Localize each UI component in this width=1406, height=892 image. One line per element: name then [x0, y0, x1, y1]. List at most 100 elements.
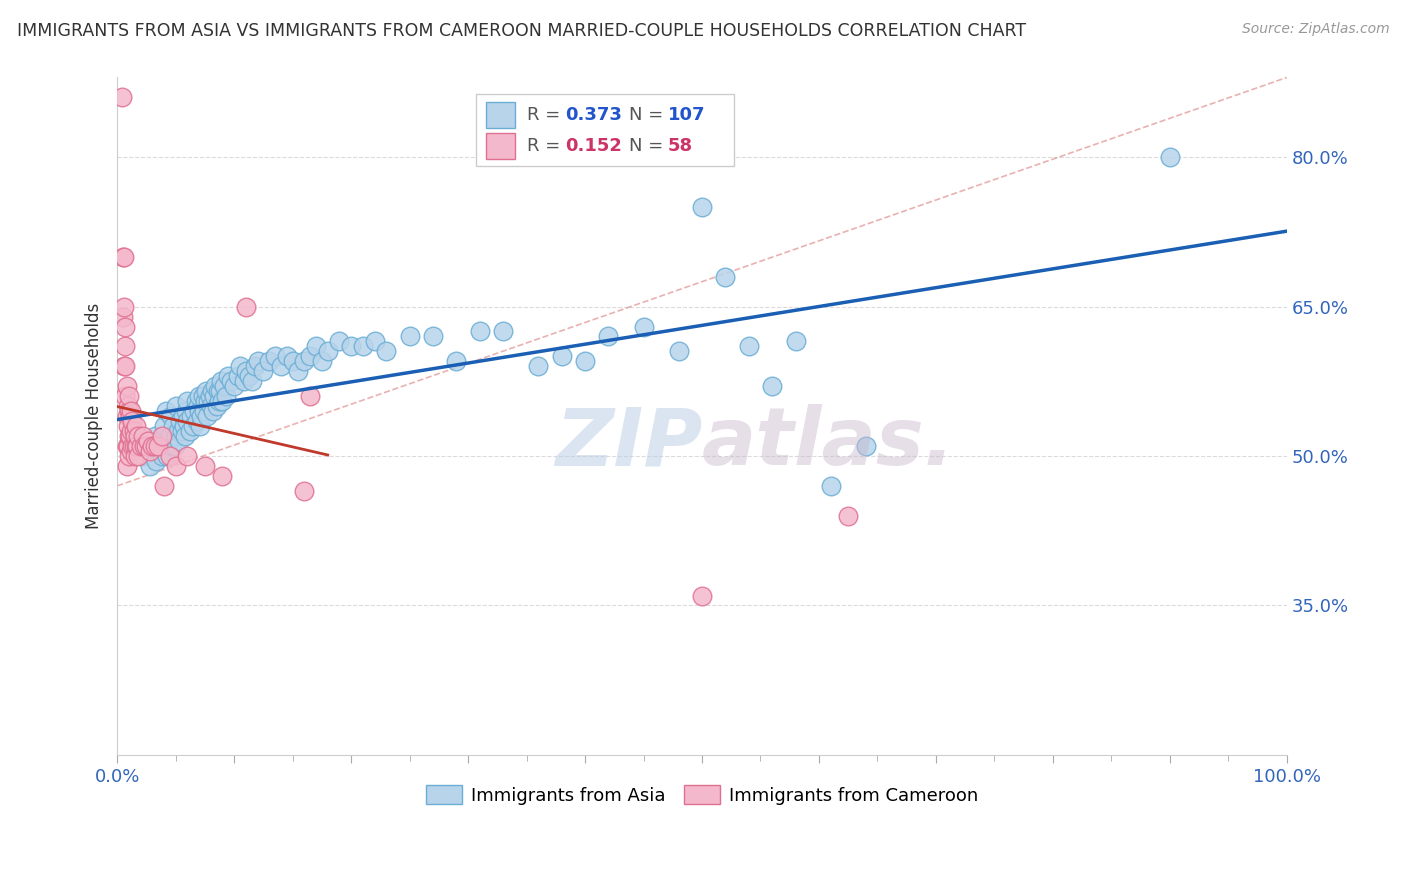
Point [264, 350, 287, 364]
Point [446, 354, 468, 368]
Point [270, 359, 292, 374]
Point [169, 414, 191, 428]
Point [292, 354, 315, 368]
Point [114, 359, 136, 374]
Point [492, 325, 515, 339]
Point [820, 479, 842, 493]
Point [205, 399, 228, 413]
Point [598, 329, 620, 343]
Point [240, 374, 263, 388]
Point [176, 449, 198, 463]
Point [115, 439, 138, 453]
Point [132, 449, 155, 463]
Point [160, 439, 183, 453]
Point [117, 419, 139, 434]
Point [215, 389, 238, 403]
Point [143, 429, 166, 443]
Point [150, 429, 173, 443]
Point [179, 424, 201, 438]
Point [198, 389, 221, 403]
Point [188, 404, 211, 418]
Point [125, 419, 148, 434]
Point [257, 354, 280, 368]
Point [156, 449, 179, 463]
Point [145, 454, 167, 468]
Point [135, 439, 157, 453]
Point [352, 339, 374, 353]
Point [211, 469, 233, 483]
Point [115, 458, 138, 473]
Point [714, 269, 737, 284]
Text: R =: R = [527, 136, 565, 155]
Point [115, 409, 138, 424]
Point [125, 439, 148, 453]
Point [194, 394, 217, 409]
Point [299, 389, 322, 403]
Point [246, 354, 269, 368]
Point [132, 429, 155, 443]
Point [125, 439, 148, 453]
Point [281, 354, 304, 368]
Text: 107: 107 [668, 105, 706, 124]
Point [183, 404, 205, 418]
Y-axis label: Married-couple Households: Married-couple Households [86, 303, 103, 529]
Point [124, 449, 146, 463]
Point [173, 419, 195, 434]
Point [118, 429, 141, 443]
Point [201, 384, 224, 399]
Point [299, 350, 322, 364]
Point [276, 350, 298, 364]
Point [127, 429, 149, 443]
Point [111, 90, 134, 104]
Point [1159, 150, 1181, 164]
Point [574, 354, 596, 368]
Point [188, 389, 211, 403]
Point [165, 458, 187, 473]
Point [176, 394, 198, 409]
Point [181, 419, 204, 434]
Point [139, 444, 162, 458]
Point [121, 414, 143, 428]
Point [174, 404, 197, 418]
Point [153, 419, 176, 434]
Point [112, 250, 135, 264]
Point [114, 319, 136, 334]
Point [146, 444, 169, 458]
Point [238, 369, 260, 384]
Point [132, 439, 155, 453]
Point [212, 379, 235, 393]
Point [124, 429, 146, 443]
Point [141, 439, 163, 453]
Legend: Immigrants from Asia, Immigrants from Cameroon: Immigrants from Asia, Immigrants from Ca… [418, 776, 987, 814]
Point [219, 374, 242, 388]
Point [224, 379, 246, 393]
Point [398, 329, 420, 343]
Point [167, 424, 190, 438]
Point [202, 389, 225, 403]
Bar [485, 102, 515, 128]
Point [195, 409, 218, 424]
Point [328, 334, 350, 349]
Text: 0.152: 0.152 [565, 136, 621, 155]
Point [115, 379, 138, 393]
Point [120, 444, 142, 458]
Point [316, 344, 339, 359]
Point [191, 389, 214, 403]
Point [193, 404, 215, 418]
Point [118, 404, 141, 418]
Point [162, 419, 184, 434]
Point [112, 359, 135, 374]
Point [118, 429, 141, 443]
Text: R =: R = [527, 105, 565, 124]
Point [422, 329, 444, 343]
Text: N =: N = [630, 136, 669, 155]
Point [143, 439, 166, 453]
Point [118, 449, 141, 463]
Point [363, 334, 385, 349]
Point [148, 434, 170, 448]
Point [127, 449, 149, 463]
Point [165, 399, 187, 413]
Point [135, 439, 157, 453]
Point [375, 344, 398, 359]
Point [163, 439, 186, 453]
